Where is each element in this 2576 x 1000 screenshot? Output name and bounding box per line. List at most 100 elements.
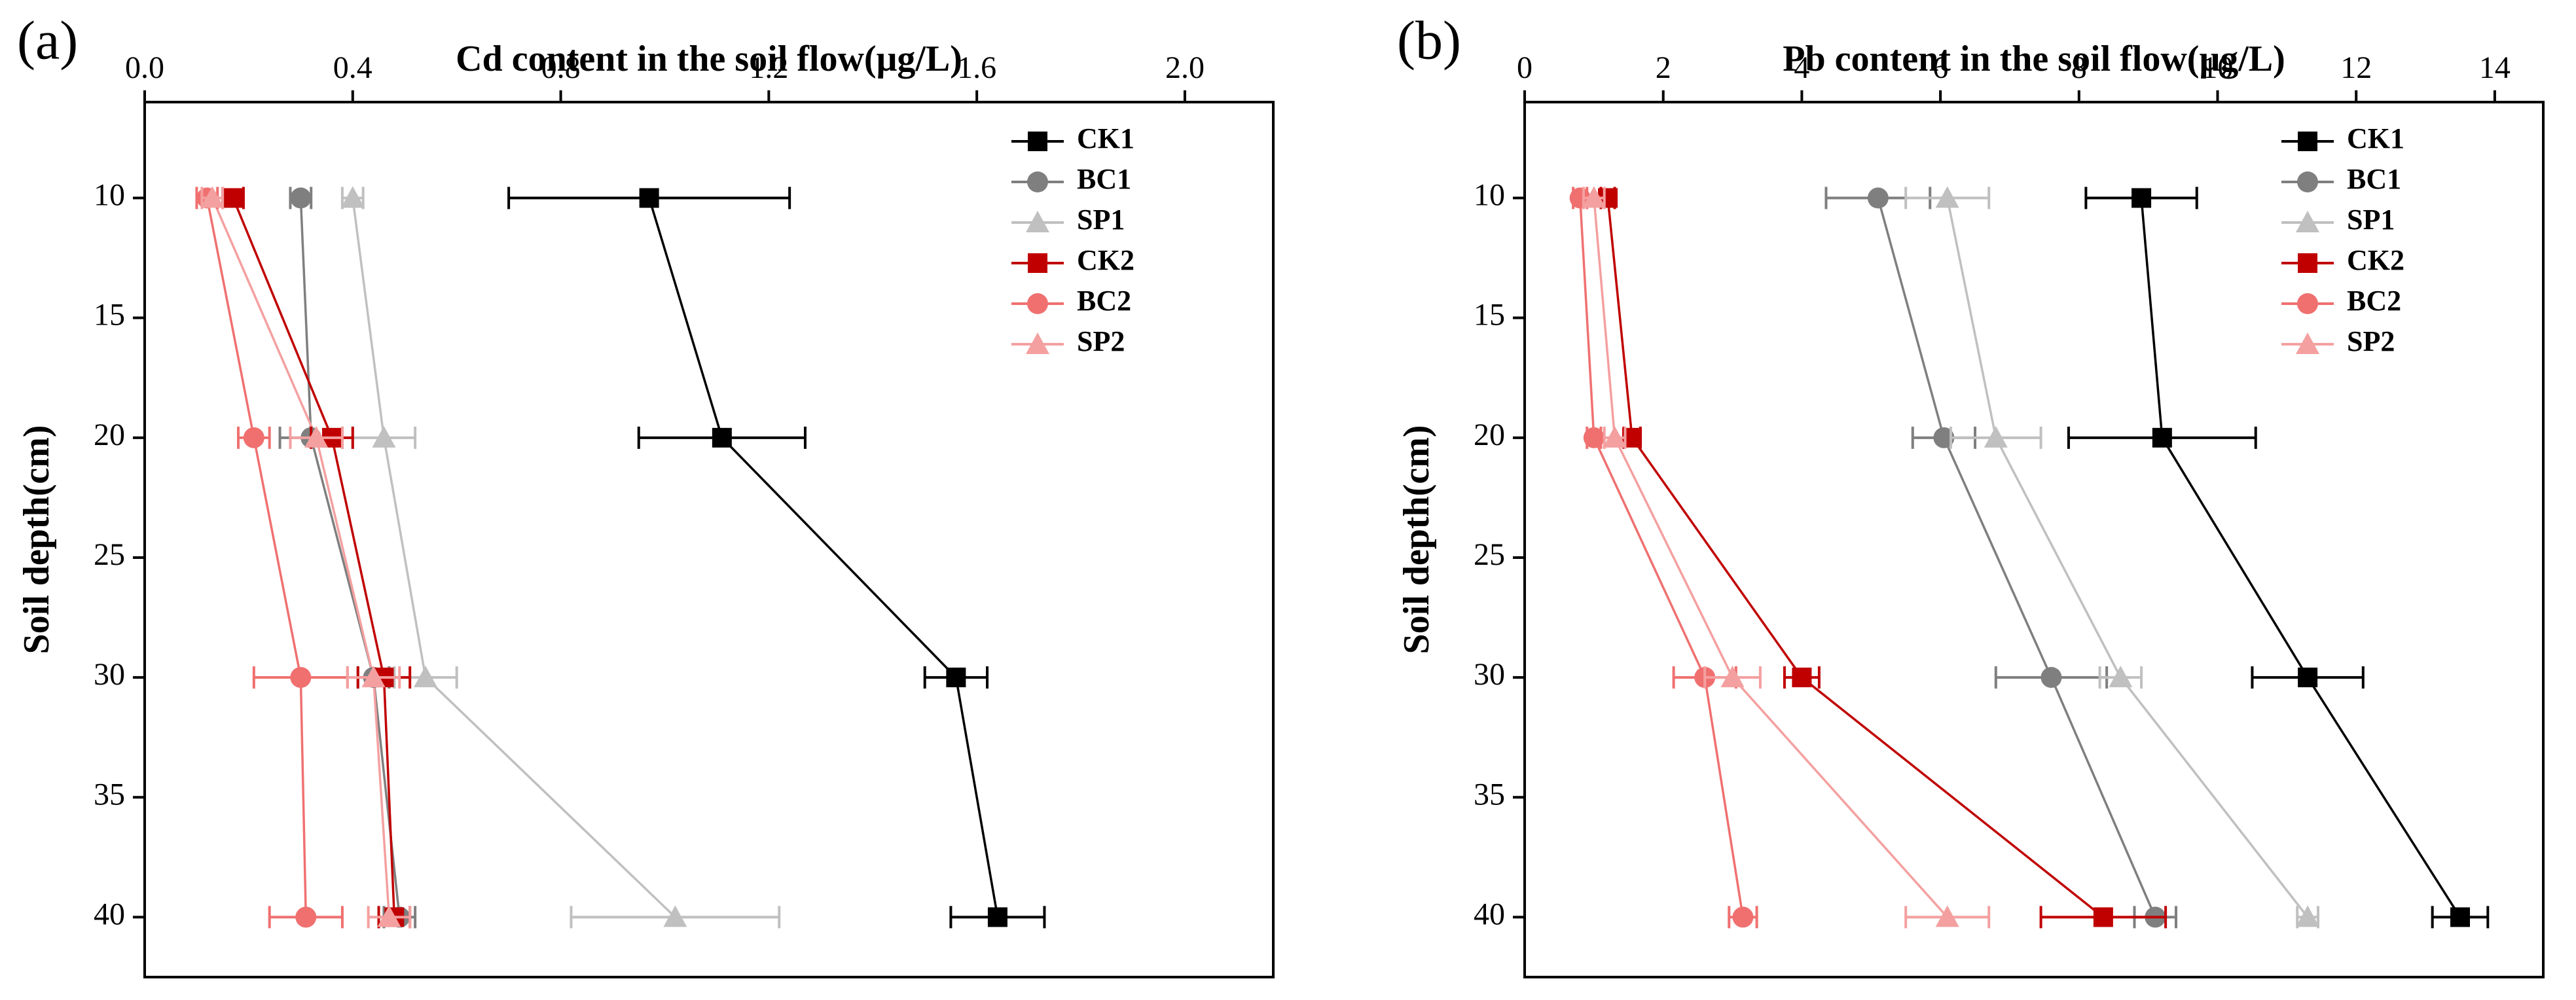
marker [712,427,732,448]
y-tick-label: 10 [94,178,125,213]
marker [1027,293,1048,314]
marker [295,906,317,928]
x-axis-title: Pb content in the soil flow(μg/L) [1783,39,2285,79]
x-tick-label: 8 [2071,50,2087,85]
legend-label: SP1 [1077,204,1125,236]
y-tick-label: 40 [94,897,125,931]
plot-frame [143,101,1275,978]
marker [2296,211,2319,232]
x-tick-label: 14 [2479,50,2511,85]
legend-label: SP2 [1077,325,1125,357]
legend-label: CK1 [2347,122,2404,154]
marker [1933,427,1955,448]
legend-label: SP2 [2347,325,2395,357]
marker [2297,293,2318,314]
x-tick-label: 10 [2202,50,2234,85]
y-tick-label: 30 [94,657,125,692]
legend-label: BC2 [1077,285,1131,317]
y-tick-label: 35 [94,777,125,812]
y-tick-label: 30 [1474,657,1505,692]
series-line [1877,198,2156,918]
x-tick-label: 1.6 [957,50,996,85]
series-line [232,197,396,918]
x-tick-label: 2 [1656,50,1671,85]
marker [372,425,396,448]
y-tick-label: 15 [1474,298,1505,332]
marker [663,905,687,927]
marker [1720,666,1745,688]
marker [2450,907,2470,927]
plot-frame [1523,101,2545,978]
marker [1732,906,1754,928]
legend-label: SP1 [2347,204,2395,236]
x-tick-label: 0 [1517,50,1533,85]
legend-label: BC2 [2347,285,2401,317]
x-tick-label: 6 [1932,50,1948,85]
series-line [1606,198,2104,918]
legend-label: CK1 [1077,122,1134,154]
marker [987,907,1007,927]
marker [340,186,365,208]
marker [223,188,244,208]
marker [2109,666,2133,688]
marker [290,187,312,209]
marker [2297,171,2318,192]
series-line [1578,198,1745,918]
y-tick-label: 25 [1474,537,1505,572]
marker [377,905,401,927]
x-tick-label: 12 [2340,50,2372,85]
marker [1867,187,1889,209]
series-line [299,198,401,918]
marker [1027,171,1048,192]
legend-label: BC1 [2347,163,2401,195]
marker [639,188,659,208]
marker [200,186,225,208]
marker [1935,186,1959,208]
marker [1028,132,1047,151]
y-tick-label: 20 [94,418,125,452]
series-line [206,198,308,918]
series-line [352,198,676,918]
y-tick-label: 40 [1474,897,1505,931]
marker [2152,427,2172,448]
marker [1026,332,1049,354]
legend-label: CK2 [2347,244,2404,276]
panel-label: (b) [1397,10,1461,71]
marker [2298,668,2318,688]
series-line [1593,198,1948,918]
x-tick-label: 1.2 [749,50,788,85]
marker [1935,905,1959,927]
panel-label: (a) [17,10,78,71]
marker [2296,905,2320,927]
plot: (a) Cd content in the soil flow(μg/L) Soil… [16,10,1275,978]
marker [2298,253,2317,273]
x-tick-label: 0.0 [125,50,164,85]
x-tick-label: 2.0 [1165,50,1205,85]
plot: (b) Pb content in the soil flow(μg/L) Soil… [1396,10,2545,978]
y-tick-label: 25 [94,537,125,572]
marker [2132,188,2152,208]
series-line [2140,198,2461,918]
y-axis-title: Soil depth(cm) [16,425,57,654]
x-tick-label: 4 [1794,50,1809,85]
series-line [211,197,391,918]
marker [946,668,966,688]
marker [1026,211,1049,232]
legend-label: CK2 [1077,244,1134,276]
legend-label: BC1 [1077,163,1131,195]
marker [2093,907,2113,927]
marker [2298,132,2317,151]
marker [414,666,438,688]
series-line [647,198,999,918]
y-tick-label: 35 [1474,777,1505,812]
marker [2041,667,2062,688]
marker [290,667,312,688]
marker [1984,425,2008,448]
marker [2296,332,2319,354]
marker [1028,253,1047,273]
y-axis-title: Soil depth(cm) [1396,425,1437,654]
y-tick-label: 20 [1474,418,1505,452]
marker [1583,427,1605,448]
y-tick-label: 10 [1474,178,1505,213]
